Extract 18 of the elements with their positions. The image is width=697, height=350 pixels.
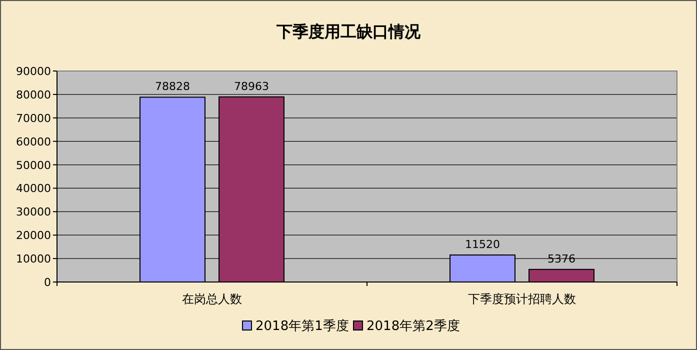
y-tick-label: 80000: [16, 88, 51, 102]
y-tick-label: 60000: [16, 135, 51, 148]
y-tick-label: 90000: [16, 65, 51, 78]
legend-label: 2018年第2季度: [366, 318, 460, 334]
legend-label: 2018年第1季度: [256, 318, 349, 334]
y-tick-label: 50000: [16, 158, 51, 172]
chart-title: 下季度用工缺口情况: [276, 22, 422, 41]
x-tick-label: 在岗总人数: [182, 292, 242, 306]
data-label: 78828: [155, 80, 190, 94]
y-tick-label: 20000: [16, 229, 51, 242]
y-tick-label: 30000: [16, 206, 51, 219]
y-tick-label: 10000: [16, 252, 51, 266]
y-tick-label: 40000: [16, 182, 51, 196]
data-label: 78963: [234, 80, 269, 93]
y-tick-label: 0: [44, 276, 51, 289]
data-label: 11520: [465, 238, 500, 251]
y-tick-label: 70000: [16, 112, 51, 125]
x-tick-label: 下季度预计招聘人数: [468, 292, 576, 306]
